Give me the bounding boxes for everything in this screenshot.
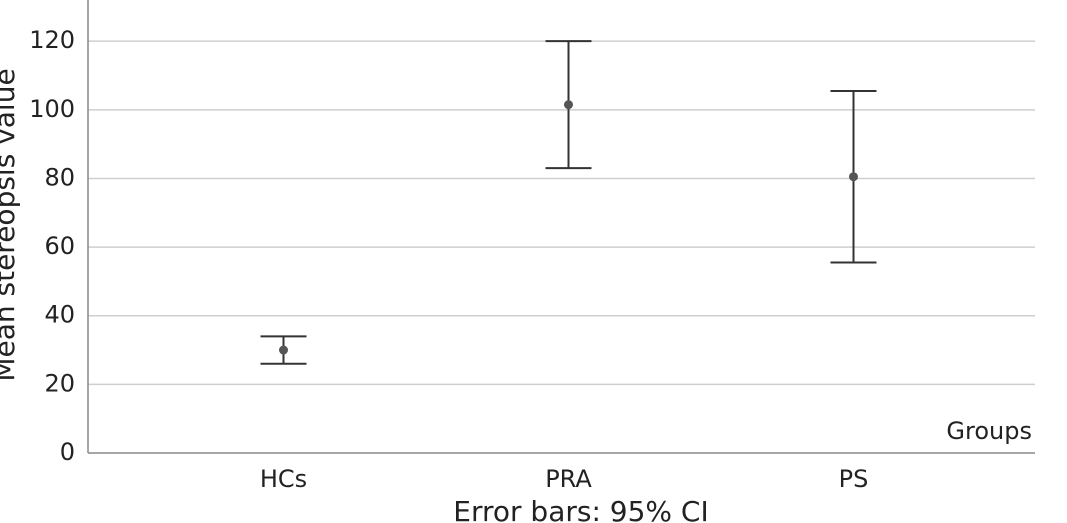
y-tick-label: 60 xyxy=(44,232,75,260)
mean-point xyxy=(564,100,573,110)
x-tick-label: PS xyxy=(839,465,869,493)
chart-title: Error bars: 95% CI xyxy=(453,495,708,523)
x-tick-label: HCs xyxy=(260,465,307,493)
y-tick-label: 100 xyxy=(29,95,75,123)
y-tick-label: 20 xyxy=(44,369,75,397)
y-tick-label: 80 xyxy=(44,163,75,191)
y-tick-label: 40 xyxy=(44,301,75,329)
x-axis-label: Groups xyxy=(946,417,1032,445)
mean-point xyxy=(279,345,288,355)
y-tick-label: 120 xyxy=(29,26,75,54)
y-tick-label: 0 xyxy=(60,438,75,466)
x-tick-label: PRA xyxy=(545,465,592,493)
mean-point xyxy=(849,172,858,182)
y-axis-label: Mean stereopsis value xyxy=(0,68,21,381)
